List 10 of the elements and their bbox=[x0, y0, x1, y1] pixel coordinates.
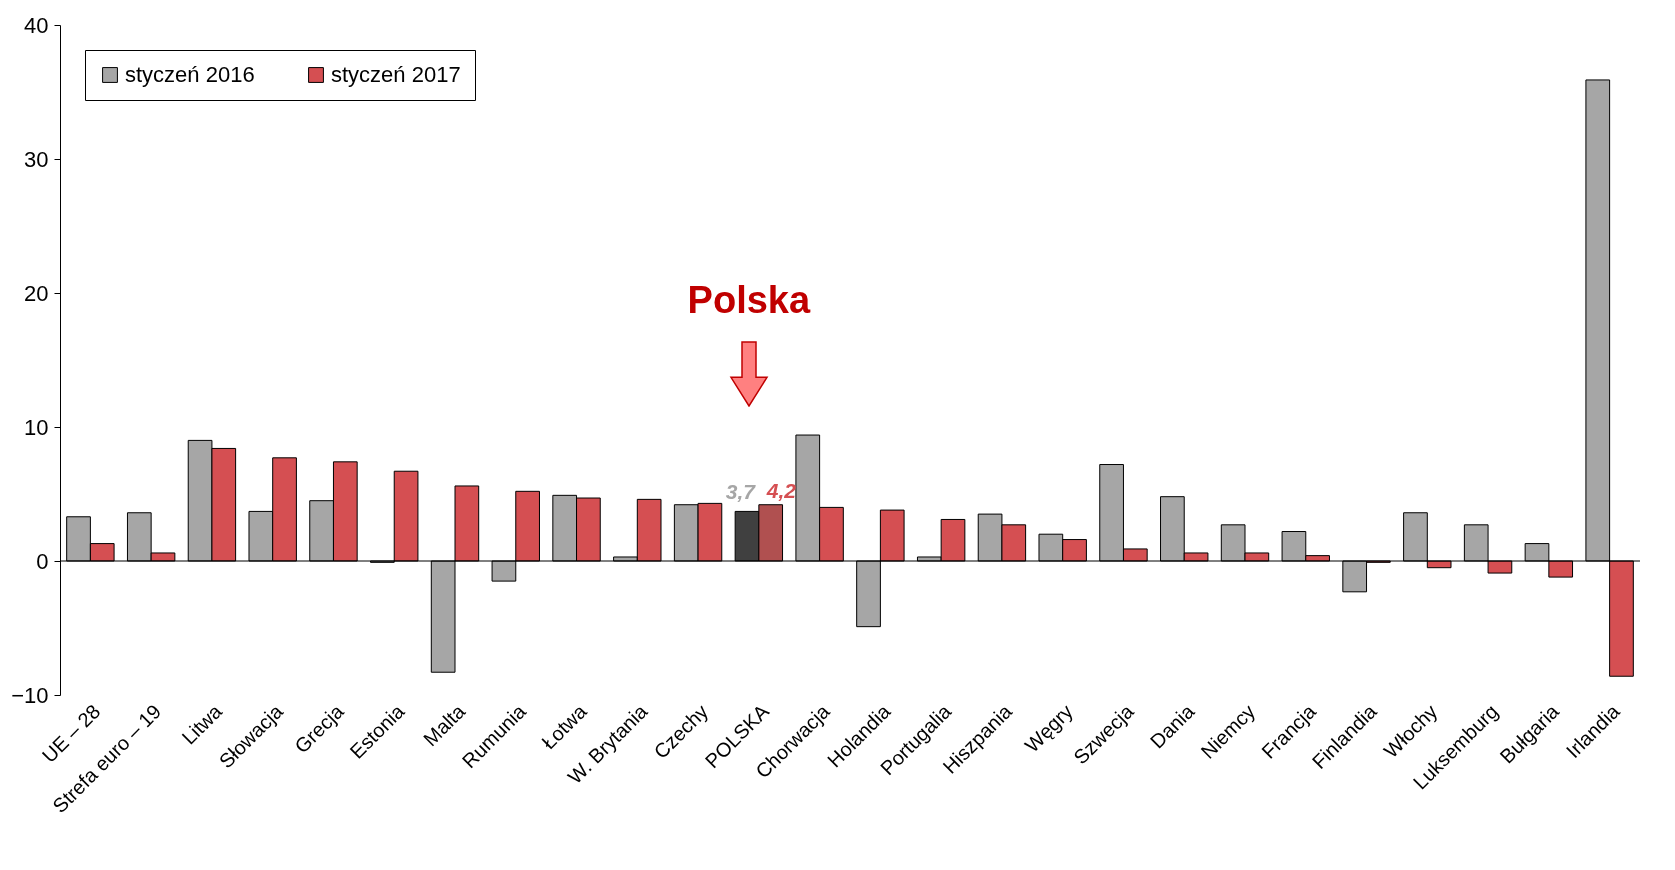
y-tick-label: 40 bbox=[24, 12, 49, 38]
y-tick-label: 10 bbox=[24, 414, 49, 440]
data-label: 3,7 bbox=[725, 480, 757, 504]
annotation: Polska bbox=[687, 278, 811, 322]
legend-label: styczeń 2016 bbox=[125, 62, 255, 87]
y-tick-label: 20 bbox=[24, 280, 49, 306]
legend-label: styczeń 2017 bbox=[331, 62, 461, 87]
y-tick-label: 30 bbox=[24, 146, 49, 172]
y-tick-label: −10 bbox=[11, 682, 49, 708]
y-tick-label: 0 bbox=[36, 548, 49, 574]
